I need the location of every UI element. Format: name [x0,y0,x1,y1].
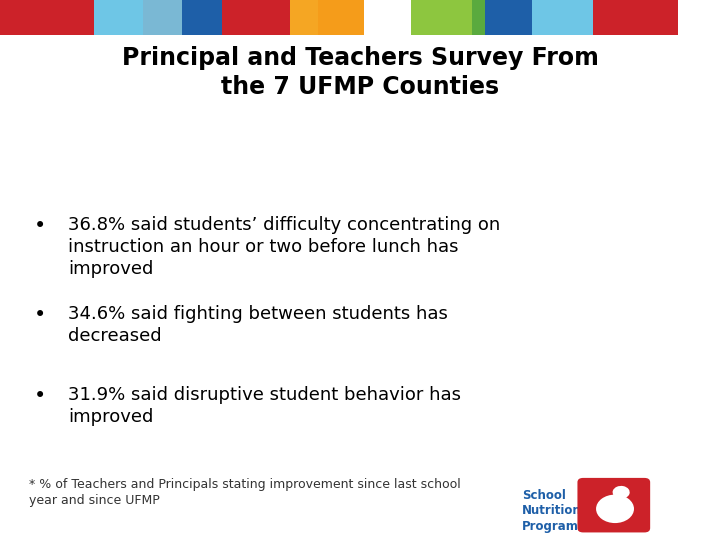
Bar [182,0,222,35]
Ellipse shape [613,486,630,499]
Text: 31.9% said disruptive student behavior has
improved: 31.9% said disruptive student behavior h… [68,386,462,426]
Bar [411,0,472,35]
Bar [532,0,593,35]
FancyBboxPatch shape [577,478,650,532]
Text: School
Nutrition
Programs: School Nutrition Programs [522,489,586,532]
Text: •: • [33,216,46,236]
Ellipse shape [596,495,634,523]
Bar [290,0,318,35]
Bar [0,0,94,35]
Bar [472,0,485,35]
Bar [364,0,411,35]
Bar [593,0,678,35]
Bar [143,0,182,35]
Text: 34.6% said fighting between students has
decreased: 34.6% said fighting between students has… [68,305,449,345]
Text: •: • [33,305,46,325]
Bar [318,0,364,35]
Bar [485,0,532,35]
Bar [222,0,290,35]
Text: Principal and Teachers Survey From
the 7 UFMP Counties: Principal and Teachers Survey From the 7… [122,46,598,99]
Text: 36.8% said students’ difficulty concentrating on
instruction an hour or two befo: 36.8% said students’ difficulty concentr… [68,216,500,279]
Text: * % of Teachers and Principals stating improvement since last school
year and si: * % of Teachers and Principals stating i… [29,478,461,507]
Text: •: • [33,386,46,406]
Bar [94,0,143,35]
